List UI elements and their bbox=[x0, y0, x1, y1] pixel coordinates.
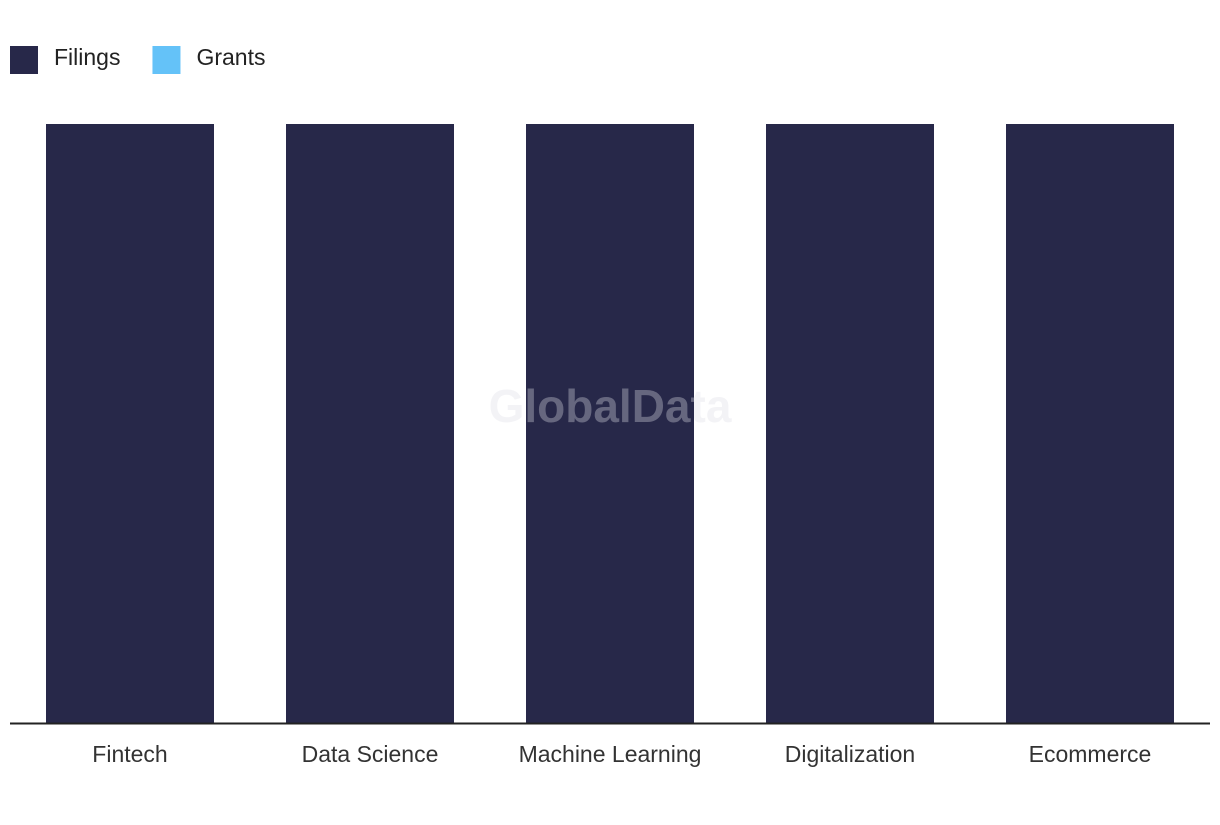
watermark: GlobalData bbox=[489, 380, 732, 432]
bar bbox=[526, 124, 694, 723]
x-tick-label: Ecommerce bbox=[1029, 741, 1152, 767]
legend-label: Grants bbox=[196, 44, 265, 70]
bar bbox=[286, 124, 454, 723]
bar bbox=[766, 124, 934, 723]
x-tick-label: Fintech bbox=[92, 741, 167, 767]
x-tick-label: Digitalization bbox=[785, 741, 915, 767]
legend-label: Filings bbox=[54, 44, 120, 70]
bar bbox=[46, 124, 214, 723]
x-tick-label: Data Science bbox=[302, 741, 439, 767]
x-tick-label: Machine Learning bbox=[519, 741, 702, 767]
legend-swatch bbox=[152, 46, 181, 74]
bar bbox=[1006, 124, 1174, 723]
legend-swatch bbox=[10, 46, 38, 74]
